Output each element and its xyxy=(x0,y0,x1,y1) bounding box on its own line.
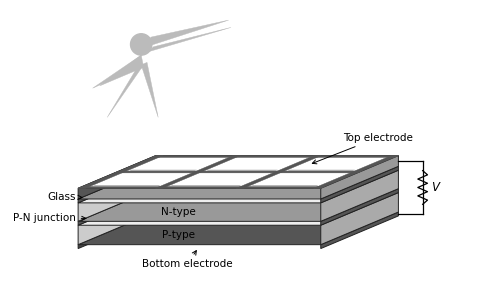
Polygon shape xyxy=(321,166,398,203)
Polygon shape xyxy=(251,185,318,186)
Polygon shape xyxy=(78,212,398,245)
Polygon shape xyxy=(207,170,278,171)
Polygon shape xyxy=(78,166,398,199)
Polygon shape xyxy=(100,55,144,86)
Polygon shape xyxy=(115,171,362,173)
Polygon shape xyxy=(126,157,229,171)
Polygon shape xyxy=(141,62,158,117)
Text: Top electrode: Top electrode xyxy=(312,133,412,164)
Polygon shape xyxy=(170,185,241,186)
Polygon shape xyxy=(236,156,321,188)
Polygon shape xyxy=(90,173,192,187)
Polygon shape xyxy=(78,212,156,248)
Polygon shape xyxy=(78,193,156,245)
Polygon shape xyxy=(203,157,310,171)
Polygon shape xyxy=(151,156,398,157)
Polygon shape xyxy=(93,185,160,186)
Text: V: V xyxy=(431,181,439,194)
Polygon shape xyxy=(93,55,141,88)
Polygon shape xyxy=(78,189,156,225)
Polygon shape xyxy=(146,20,228,47)
Text: N-type: N-type xyxy=(161,207,196,217)
Polygon shape xyxy=(288,170,355,171)
Polygon shape xyxy=(155,156,240,188)
Polygon shape xyxy=(285,157,387,171)
Polygon shape xyxy=(167,173,273,187)
Polygon shape xyxy=(78,189,398,221)
Polygon shape xyxy=(314,156,398,188)
Text: P-type: P-type xyxy=(162,230,195,240)
Text: Glass: Glass xyxy=(47,192,82,202)
Polygon shape xyxy=(78,156,156,199)
Polygon shape xyxy=(321,189,398,225)
Polygon shape xyxy=(78,156,163,188)
Polygon shape xyxy=(321,156,398,199)
Polygon shape xyxy=(78,193,398,225)
Polygon shape xyxy=(78,156,398,188)
Text: P-N junction: P-N junction xyxy=(13,213,86,223)
Polygon shape xyxy=(78,187,325,188)
Polygon shape xyxy=(78,166,156,203)
Text: Bottom electrode: Bottom electrode xyxy=(142,251,232,269)
Polygon shape xyxy=(248,173,350,187)
Polygon shape xyxy=(78,170,156,221)
Polygon shape xyxy=(107,65,144,117)
Circle shape xyxy=(131,34,152,55)
Polygon shape xyxy=(321,170,398,221)
Polygon shape xyxy=(148,28,231,52)
Polygon shape xyxy=(130,170,196,171)
Polygon shape xyxy=(321,193,398,245)
Polygon shape xyxy=(78,170,398,203)
Polygon shape xyxy=(321,212,398,248)
